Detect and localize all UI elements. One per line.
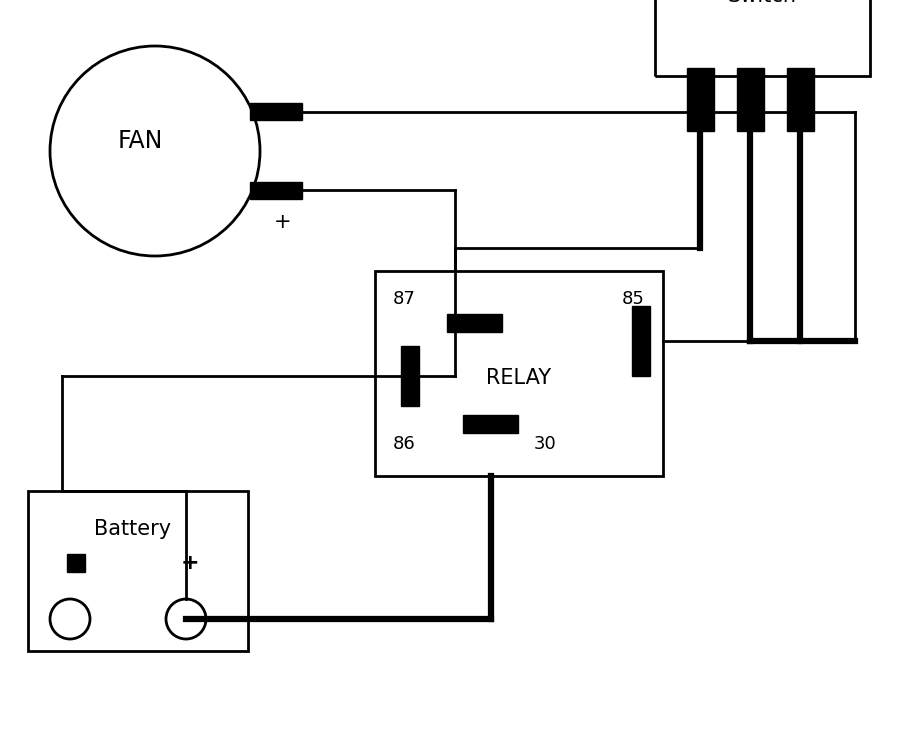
Text: -: - <box>71 553 79 572</box>
Bar <box>28 491 248 651</box>
Bar <box>401 346 419 406</box>
Bar <box>251 182 302 199</box>
Text: Temp
Switch: Temp Switch <box>728 0 797 5</box>
Bar <box>463 415 518 433</box>
Bar <box>251 103 302 120</box>
Bar <box>686 68 713 131</box>
Text: 86: 86 <box>393 435 416 453</box>
Text: +: + <box>273 212 291 232</box>
Text: 30: 30 <box>533 435 557 453</box>
Bar <box>67 554 85 572</box>
Bar <box>447 314 502 332</box>
Bar <box>632 306 650 376</box>
Text: FAN: FAN <box>117 129 162 153</box>
Text: 87: 87 <box>393 290 416 308</box>
Bar <box>737 68 763 131</box>
Bar <box>655 0 870 76</box>
Text: Battery: Battery <box>95 519 171 539</box>
Bar <box>787 68 814 131</box>
Text: RELAY: RELAY <box>486 368 551 389</box>
Text: +: + <box>180 553 199 573</box>
Text: 85: 85 <box>622 290 645 308</box>
Bar <box>375 271 663 476</box>
